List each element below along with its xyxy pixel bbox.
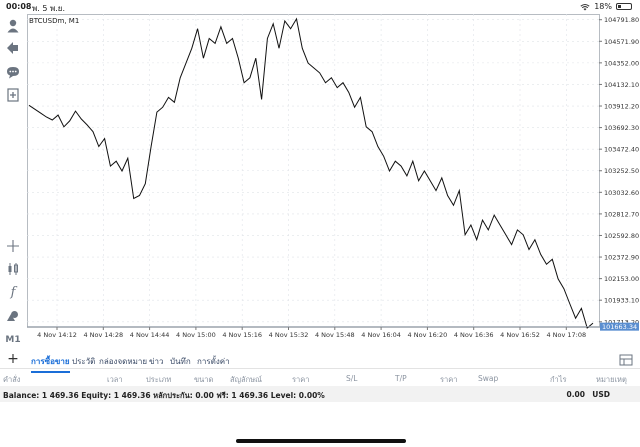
status-bar: 00:08 พ. 5 พ.ย. 18% — [0, 0, 640, 14]
col-sl: S/L — [346, 374, 358, 383]
chat-icon[interactable] — [5, 64, 21, 80]
x-tick-label: 4 Nov 17:08 — [546, 331, 586, 339]
y-tick-label: 104132.10 — [604, 81, 639, 89]
date: พ. 5 พ.ย. — [32, 4, 66, 13]
chart-symbol-label: BTCUSDm, M1 — [29, 17, 79, 25]
col-comment: หมายเหตุ — [596, 375, 627, 384]
x-tick-label: 4 Nov 15:00 — [176, 331, 216, 339]
x-tick-label: 4 Nov 15:32 — [269, 331, 309, 339]
balance-row: Balance: 1 469.36 Equity: 1 469.36 หลักป… — [0, 386, 640, 402]
x-tick-label: 4 Nov 16:04 — [361, 331, 401, 339]
y-tick-label: 102372.90 — [604, 254, 639, 262]
objects-icon[interactable] — [5, 308, 21, 324]
status-right: 18% — [580, 2, 632, 11]
tab-journal[interactable]: บันทึก — [170, 357, 191, 366]
x-tick-label: 4 Nov 14:28 — [83, 331, 123, 339]
timeframe-icon[interactable]: M1 — [5, 332, 21, 348]
wifi-icon — [580, 3, 590, 10]
candles-icon[interactable] — [5, 261, 21, 277]
x-tick-label: 4 Nov 15:48 — [315, 331, 355, 339]
y-axis: 104791.80 104571.90 104352.00 104132.10 1039… — [599, 16, 639, 326]
y-tick-label: 103252.50 — [604, 167, 639, 175]
tab-mailbox[interactable]: กล่องจดหมาย — [99, 357, 148, 366]
tab-settings[interactable]: การตั้งค่า — [197, 357, 230, 366]
y-tick-label: 101933.10 — [604, 297, 639, 305]
battery-level — [618, 5, 621, 8]
panel-toggle-icon[interactable] — [618, 352, 634, 368]
home-indicator — [236, 439, 406, 443]
new-order-icon[interactable] — [5, 87, 21, 103]
price-line-series — [28, 17, 594, 329]
battery-icon — [616, 3, 632, 10]
y-tick-label: 104791.80 — [604, 16, 639, 24]
col-symbol: สัญลักษณ์ — [230, 375, 263, 384]
y-tick-label: 104571.90 — [604, 38, 639, 46]
x-tick-label: 4 Nov 14:12 — [37, 331, 77, 339]
y-tick-label: 103912.20 — [604, 103, 639, 111]
col-price: ราคา — [292, 375, 310, 384]
x-axis: 4 Nov 14:12 4 Nov 14:28 4 Nov 14:44 4 Nov 1… — [37, 327, 586, 339]
current-price-text: 101663.34 — [602, 323, 637, 331]
timeframe-label: M1 — [5, 335, 21, 345]
x-tick-label: 4 Nov 16:36 — [454, 331, 494, 339]
current-price-badge — [600, 322, 639, 331]
currency: USD — [592, 390, 610, 399]
trade-table-header: คำสั่ง เวลา ประเภท ขนาด สัญลักษณ์ ราคา S… — [0, 372, 640, 384]
col-current-price: ราคา — [440, 375, 458, 384]
battery-percent: 18% — [594, 2, 612, 11]
y-tick-label: 102812.70 — [604, 210, 639, 218]
y-tick-label: 104352.00 — [604, 59, 639, 67]
x-tick-label: 4 Nov 16:52 — [500, 331, 540, 339]
y-tick-label: 103032.60 — [604, 189, 639, 197]
account-icon[interactable] — [5, 18, 21, 34]
y-tick-label: 101713.20 — [604, 318, 639, 326]
col-time: เวลา — [107, 375, 123, 384]
clock: 00:08 — [6, 2, 32, 11]
tab-trade[interactable]: การซื้อขาย — [31, 357, 70, 373]
col-swap: Swap — [478, 374, 499, 383]
price-chart[interactable]: BTCUSDm, M1 104791.80104571.90104352.001… — [27, 14, 640, 341]
y-tick-label: 102153.00 — [604, 275, 639, 283]
x-tick-label: 4 Nov 14:44 — [130, 331, 170, 339]
col-volume: ขนาด — [194, 375, 214, 384]
tab-news[interactable]: ข่าว — [149, 357, 164, 366]
col-tp: T/P — [395, 374, 407, 383]
tab-history[interactable]: ประวัติ — [72, 357, 96, 366]
chart-grid — [27, 14, 599, 327]
y-tick-label: 102592.80 — [604, 232, 639, 240]
col-order: คำสั่ง — [3, 375, 21, 384]
total-profit: 0.00 — [566, 390, 585, 399]
y-tick-label: 103692.30 — [604, 124, 639, 132]
add-icon[interactable]: + — [7, 351, 19, 367]
x-tick-label: 4 Nov 16:20 — [408, 331, 448, 339]
terminal-tabs: + การซื้อขาย ประวัติ กล่องจดหมาย ข่าว บั… — [0, 351, 640, 373]
x-tick-label: 4 Nov 15:16 — [222, 331, 262, 339]
col-type: ประเภท — [146, 375, 172, 384]
crosshair-icon[interactable] — [5, 238, 21, 254]
indicator-icon[interactable]: f — [10, 284, 16, 300]
left-toolbar: f M1 — [0, 14, 26, 348]
col-profit: กำไร — [550, 375, 567, 384]
trade-icon[interactable] — [5, 40, 21, 56]
y-tick-label: 103472.40 — [604, 146, 639, 154]
balance-summary: Balance: 1 469.36 Equity: 1 469.36 หลักป… — [3, 391, 325, 400]
